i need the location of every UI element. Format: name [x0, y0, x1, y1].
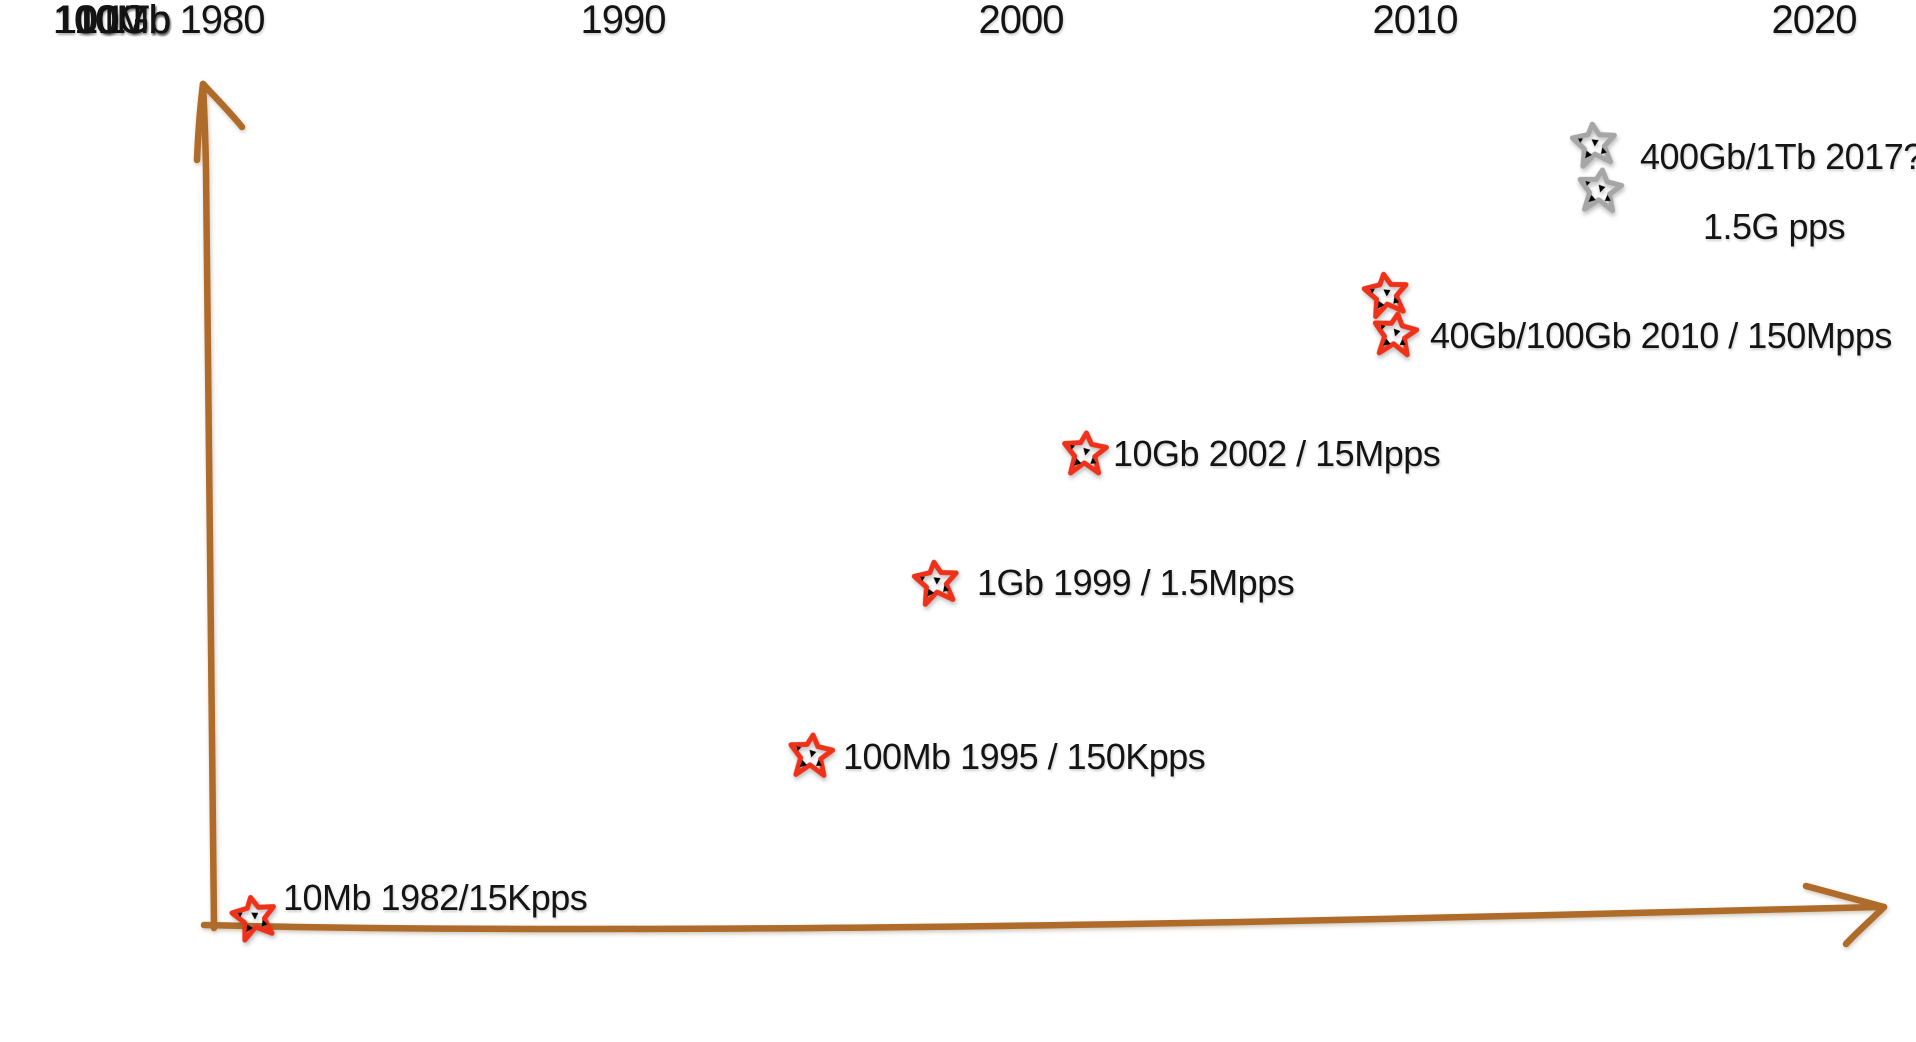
annotation-1gb: 1Gb 1999 / 1.5Mpps: [977, 562, 1295, 603]
star-icon-10mb: [227, 889, 283, 945]
y-axis-arrowhead-right: [199, 80, 246, 131]
y-tick-100mb: 100Mb: [52, 0, 171, 42]
x-tick-2020: 2020: [1771, 0, 1858, 42]
star-icon-10gb: [1060, 427, 1111, 478]
y-tick-10mb: 10Mb: [73, 0, 171, 42]
x-axis: [200, 903, 1882, 933]
annotation-10gb: 10Gb 2002 / 15Mpps: [1113, 433, 1441, 474]
annotation-1-5gpps: 1.5G pps: [1703, 206, 1846, 247]
star-icon-1tb-gray: [1574, 163, 1627, 216]
annotation-400gb-1tb: 400Gb/1Tb 2017?: [1640, 136, 1916, 177]
y-axis-arrowhead-left: [193, 80, 207, 164]
annotation-10mb: 10Mb 1982/15Kpps: [283, 877, 588, 918]
star-icon-100mb: [786, 729, 839, 782]
y-axis: [199, 80, 218, 932]
x-tick-2000: 2000: [978, 0, 1065, 42]
x-tick-2010: 2010: [1372, 0, 1459, 42]
x-tick-1980: 1980: [179, 0, 266, 42]
star-icon-100gb: [1369, 307, 1423, 361]
x-axis-arrowhead-top: [1802, 882, 1888, 911]
annotation-40gb-100gb: 40Gb/100Gb 2010 / 150Mpps: [1430, 315, 1892, 356]
y-tick-1gb: 1Gb: [97, 0, 171, 42]
y-tick-1tb: 1Tb: [104, 0, 171, 42]
x-axis-arrowhead-bottom: [1842, 903, 1888, 948]
star-icon-400gb-gray: [1569, 118, 1621, 170]
y-tick-10gb: 10Gb: [76, 0, 171, 42]
y-tick-100gb: 100Gb: [54, 0, 171, 42]
annotation-100mb: 100Mb 1995 / 150Kpps: [843, 736, 1206, 777]
x-tick-1990: 1990: [580, 0, 667, 42]
star-icon-1gb: [911, 556, 964, 609]
